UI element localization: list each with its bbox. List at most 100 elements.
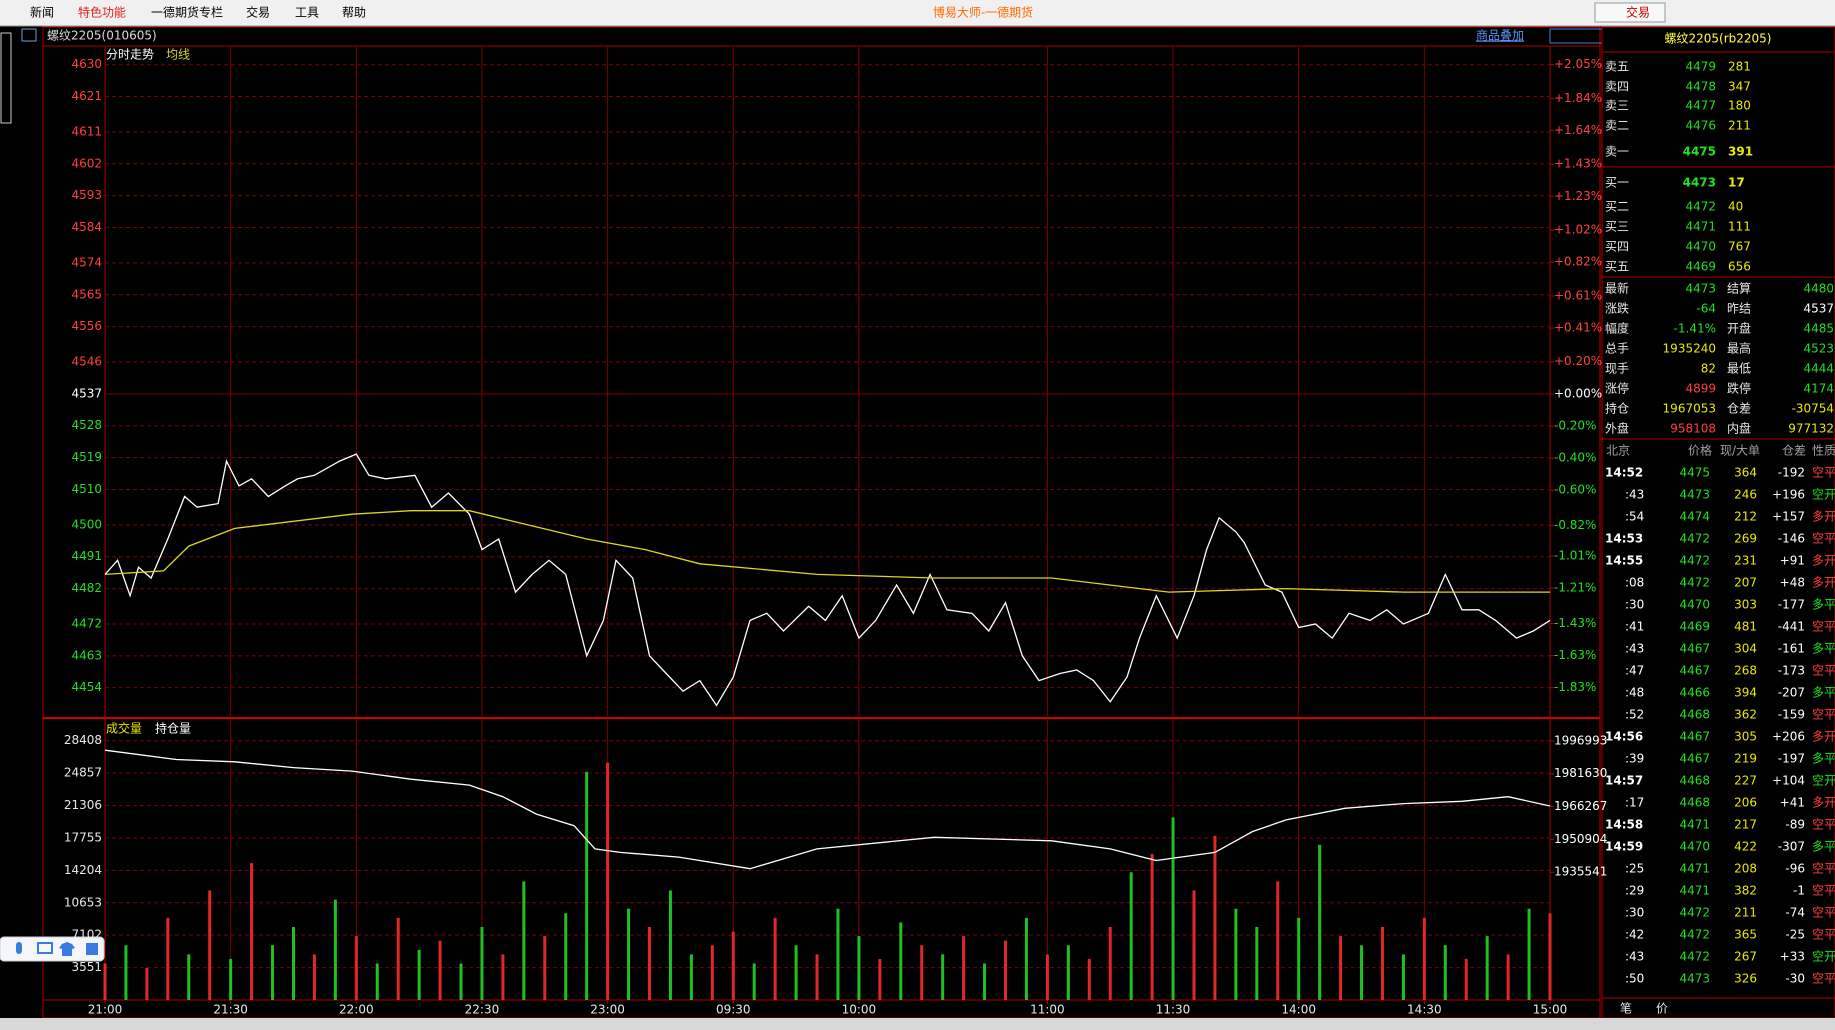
volume-bar bbox=[187, 954, 191, 1000]
y2-tick-label: 1996993 bbox=[1554, 733, 1607, 747]
stat-value: 4485 bbox=[1803, 322, 1834, 336]
trade-price: 4467 bbox=[1679, 730, 1710, 744]
trade-price: 4467 bbox=[1679, 642, 1710, 656]
x-tick-label: 22:00 bbox=[339, 1003, 374, 1017]
y-tick-label: 4584 bbox=[71, 220, 102, 234]
trade-price: 4474 bbox=[1679, 510, 1710, 524]
trade-type: 空平 bbox=[1812, 906, 1835, 920]
trade-oi-change: +196 bbox=[1772, 488, 1805, 502]
trade-price: 4468 bbox=[1679, 774, 1710, 788]
panel-tab[interactable]: 笔 bbox=[1620, 1001, 1632, 1016]
price-line bbox=[104, 453, 1551, 707]
trade-oi-change: -161 bbox=[1778, 642, 1805, 656]
x-tick-label: 15:00 bbox=[1533, 1003, 1568, 1017]
trade-volume: 394 bbox=[1734, 686, 1757, 700]
stat-label: 外盘 bbox=[1605, 421, 1629, 436]
book-volume: 391 bbox=[1728, 145, 1753, 159]
apps-icon[interactable] bbox=[86, 943, 98, 955]
y2-tick-label: +0.82% bbox=[1554, 255, 1602, 269]
x-tick-label: 11:30 bbox=[1156, 1003, 1191, 1017]
trade-oi-change: -96 bbox=[1785, 862, 1805, 876]
trade-time: :30 bbox=[1625, 906, 1644, 920]
panel-tab[interactable]: 价 bbox=[1656, 1002, 1668, 1016]
volume-bar bbox=[920, 945, 924, 1000]
x-tick-label: 14:30 bbox=[1407, 1003, 1442, 1017]
book-label: 买五 bbox=[1605, 260, 1629, 274]
trade-oi-change: +48 bbox=[1780, 576, 1805, 590]
trade-volume: 303 bbox=[1734, 598, 1757, 612]
trade-volume: 207 bbox=[1734, 576, 1757, 590]
trade-type: 多开 bbox=[1812, 576, 1835, 590]
trade-oi-change: -197 bbox=[1778, 752, 1805, 766]
volume-bar bbox=[1339, 936, 1343, 1000]
book-price: 4477 bbox=[1685, 99, 1716, 113]
trade-button[interactable]: 交易 bbox=[1626, 5, 1650, 20]
trade-oi-change: -74 bbox=[1785, 906, 1805, 920]
trade-type: 多开 bbox=[1812, 730, 1835, 744]
trade-time: :54 bbox=[1625, 510, 1644, 524]
book-volume: 211 bbox=[1728, 119, 1751, 133]
menu-item[interactable]: 特色功能 bbox=[78, 5, 126, 20]
trade-button-box[interactable] bbox=[1594, 2, 1666, 23]
book-label: 买三 bbox=[1605, 220, 1629, 234]
quote-panel bbox=[1601, 26, 1835, 1019]
trade-oi-change: +104 bbox=[1772, 774, 1805, 788]
floating-toolbar bbox=[0, 936, 105, 962]
overlay-button[interactable]: 商品叠加 bbox=[1476, 28, 1524, 43]
trade-time: 14:58 bbox=[1605, 818, 1643, 832]
trade-type: 空平 bbox=[1812, 620, 1835, 634]
trade-time: :17 bbox=[1625, 796, 1644, 810]
y-tick-label: 4528 bbox=[71, 418, 102, 432]
y2-tick-label: 1966267 bbox=[1554, 799, 1607, 813]
volume-bar bbox=[668, 890, 672, 1000]
mic-icon[interactable] bbox=[16, 942, 22, 954]
trade-time: :43 bbox=[1625, 950, 1644, 964]
y2-tick-label: -0.82% bbox=[1554, 518, 1596, 532]
stat-value: 82 bbox=[1701, 362, 1716, 376]
menu-item[interactable]: 一德期货专栏 bbox=[151, 5, 223, 20]
y-tick-label: 4565 bbox=[71, 287, 102, 301]
trade-volume: 364 bbox=[1734, 466, 1757, 480]
menu-item[interactable]: 工具 bbox=[295, 6, 319, 20]
trade-time: :25 bbox=[1625, 862, 1644, 876]
book-label: 买一 bbox=[1605, 176, 1629, 190]
volume-bar bbox=[375, 963, 379, 1000]
stat-value: 4473 bbox=[1685, 282, 1716, 296]
window-icon[interactable] bbox=[21, 28, 37, 42]
side-tab[interactable] bbox=[0, 32, 12, 124]
trade-type: 空开 bbox=[1812, 488, 1835, 502]
y2-tick-label: -0.20% bbox=[1554, 418, 1596, 432]
volume-bar bbox=[815, 954, 819, 1000]
trade-oi-change: +206 bbox=[1772, 730, 1805, 744]
trades-header: 现/大单 bbox=[1720, 444, 1760, 458]
menu-item[interactable]: 帮助 bbox=[342, 6, 366, 20]
volume-bar bbox=[501, 954, 505, 1000]
volume-bar bbox=[396, 917, 400, 1000]
book-price: 4470 bbox=[1685, 240, 1716, 254]
trade-price: 4468 bbox=[1679, 708, 1710, 722]
menu-item[interactable]: 交易 bbox=[246, 5, 270, 20]
volume-bar bbox=[291, 926, 295, 1000]
book-label: 卖一 bbox=[1605, 145, 1629, 159]
stat-label: 持仓 bbox=[1605, 401, 1629, 416]
menu-item[interactable]: 新闻 bbox=[30, 5, 54, 20]
volume-bar bbox=[1464, 958, 1468, 1000]
trade-oi-change: +91 bbox=[1780, 554, 1805, 568]
trade-volume: 219 bbox=[1734, 752, 1757, 766]
y-tick-label: 4574 bbox=[71, 255, 102, 269]
skin-icon[interactable] bbox=[59, 942, 75, 956]
keyboard-icon[interactable] bbox=[37, 942, 53, 954]
volume-bar bbox=[1171, 817, 1175, 1000]
stat-label: 最低 bbox=[1727, 362, 1751, 376]
book-price: 4476 bbox=[1685, 119, 1716, 133]
book-price: 4473 bbox=[1683, 176, 1716, 190]
x-tick-label: 11:00 bbox=[1030, 1003, 1065, 1017]
trade-time: :30 bbox=[1625, 598, 1644, 612]
stat-label: 跌停 bbox=[1727, 381, 1751, 396]
volume-bar bbox=[1443, 945, 1447, 1000]
quote-title: 螺纹2205(rb2205) bbox=[1665, 32, 1772, 46]
y2-tick-label: -0.60% bbox=[1554, 483, 1596, 497]
trade-type: 空平 bbox=[1812, 884, 1835, 898]
volume-bar bbox=[731, 931, 735, 1000]
